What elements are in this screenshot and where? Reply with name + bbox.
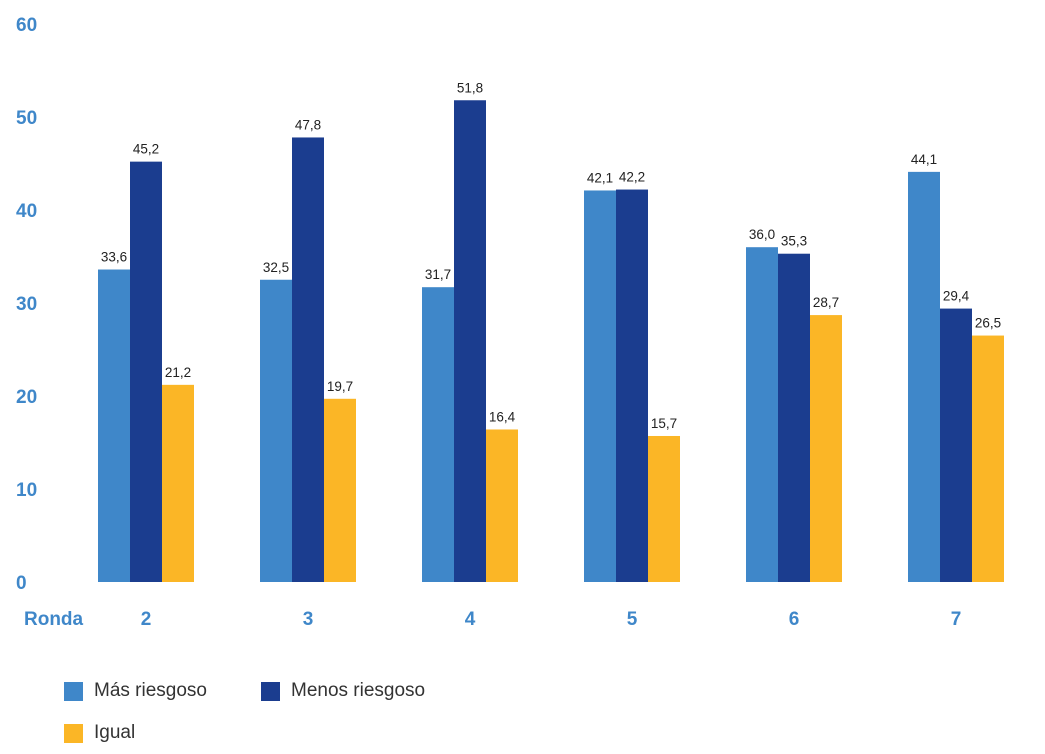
data-label-ronda-7-series-2: 29,4 bbox=[943, 289, 970, 304]
bar-ronda-6-series-1 bbox=[746, 247, 778, 582]
y-tick-label-60: 60 bbox=[16, 15, 37, 36]
bar-ronda-3-series-2 bbox=[292, 137, 324, 582]
y-tick-label-0: 0 bbox=[16, 573, 27, 594]
bar-ronda-7-series-3 bbox=[972, 335, 1004, 582]
y-tick-label-40: 40 bbox=[16, 201, 37, 222]
bar-ronda-2-series-3 bbox=[162, 384, 194, 582]
data-label-ronda-2-series-3: 21,2 bbox=[165, 365, 191, 380]
legend-label-igual: Igual bbox=[94, 722, 136, 743]
bar-ronda-3-series-3 bbox=[324, 398, 356, 582]
bar-ronda-4-series-3 bbox=[486, 429, 518, 582]
x-tick-label-4: 4 bbox=[465, 609, 476, 630]
data-label-ronda-5-series-1: 42,1 bbox=[587, 170, 613, 185]
legend-item-menos-riesgoso: Menos riesgoso bbox=[261, 680, 425, 702]
bar-ronda-5-series-1 bbox=[584, 190, 616, 582]
data-label-ronda-7-series-1: 44,1 bbox=[911, 152, 937, 167]
data-label-ronda-3-series-1: 32,5 bbox=[263, 260, 289, 275]
data-label-ronda-3-series-3: 19,7 bbox=[327, 379, 353, 394]
bar-ronda-2-series-1 bbox=[98, 269, 130, 582]
y-axis: 0 10 20 30 40 50 60 bbox=[16, 15, 37, 594]
data-label-ronda-4-series-2: 51,8 bbox=[457, 80, 483, 95]
legend-swatch-igual bbox=[64, 723, 83, 743]
legend-label-menos-riesgoso: Menos riesgoso bbox=[291, 680, 426, 701]
data-label-ronda-6-series-3: 28,7 bbox=[813, 295, 839, 310]
x-tick-label-6: 6 bbox=[789, 609, 800, 630]
data-label-ronda-5-series-3: 15,7 bbox=[651, 416, 677, 431]
data-label-ronda-6-series-1: 36,0 bbox=[749, 227, 775, 242]
y-tick-label-10: 10 bbox=[16, 480, 37, 501]
data-label-ronda-2-series-1: 33,6 bbox=[101, 250, 127, 265]
data-label-ronda-6-series-2: 35,3 bbox=[781, 234, 807, 249]
data-label-ronda-5-series-2: 42,2 bbox=[619, 170, 645, 185]
legend: Más riesgoso Menos riesgoso Igual bbox=[64, 680, 584, 750]
legend-item-igual: Igual bbox=[64, 722, 135, 744]
data-label-ronda-4-series-1: 31,7 bbox=[425, 267, 451, 282]
x-axis: Ronda 2 3 4 5 6 7 bbox=[24, 609, 961, 630]
legend-label-mas-riesgoso: Más riesgoso bbox=[94, 680, 207, 701]
data-label-ronda-4-series-3: 16,4 bbox=[489, 409, 516, 424]
data-labels: 33,6 45,2 21,2 32,5 47,8 19,7 31,7 51,8 16,4 42,1… bbox=[101, 80, 1001, 431]
y-tick-label-20: 20 bbox=[16, 387, 37, 408]
y-tick-label-50: 50 bbox=[16, 108, 37, 129]
x-tick-label-5: 5 bbox=[627, 609, 638, 630]
legend-swatch-mas-riesgoso bbox=[64, 681, 83, 701]
bar-ronda-5-series-2 bbox=[616, 189, 648, 583]
bar-ronda-2-series-2 bbox=[130, 161, 162, 582]
x-axis-label: Ronda bbox=[24, 609, 84, 630]
x-tick-label-7: 7 bbox=[951, 609, 962, 630]
data-label-ronda-3-series-2: 47,8 bbox=[295, 117, 321, 132]
bar-ronda-6-series-3 bbox=[810, 315, 842, 582]
bar-ronda-4-series-2 bbox=[454, 100, 486, 582]
legend-item-mas-riesgoso: Más riesgoso bbox=[64, 680, 207, 702]
y-tick-label-30: 30 bbox=[16, 294, 37, 315]
bar-ronda-7-series-1 bbox=[908, 171, 940, 582]
bar-ronda-3-series-1 bbox=[260, 279, 292, 582]
x-tick-label-3: 3 bbox=[303, 609, 314, 630]
bar-ronda-5-series-3 bbox=[648, 435, 680, 582]
bars bbox=[98, 100, 1004, 583]
data-label-ronda-2-series-2: 45,2 bbox=[133, 142, 159, 157]
bar-ronda-4-series-1 bbox=[422, 287, 454, 582]
x-tick-label-2: 2 bbox=[141, 609, 152, 630]
data-label-ronda-7-series-3: 26,5 bbox=[975, 316, 1001, 331]
legend-swatch-menos-riesgoso bbox=[261, 681, 280, 701]
bar-ronda-7-series-2 bbox=[940, 308, 972, 582]
bar-ronda-6-series-2 bbox=[778, 253, 810, 582]
